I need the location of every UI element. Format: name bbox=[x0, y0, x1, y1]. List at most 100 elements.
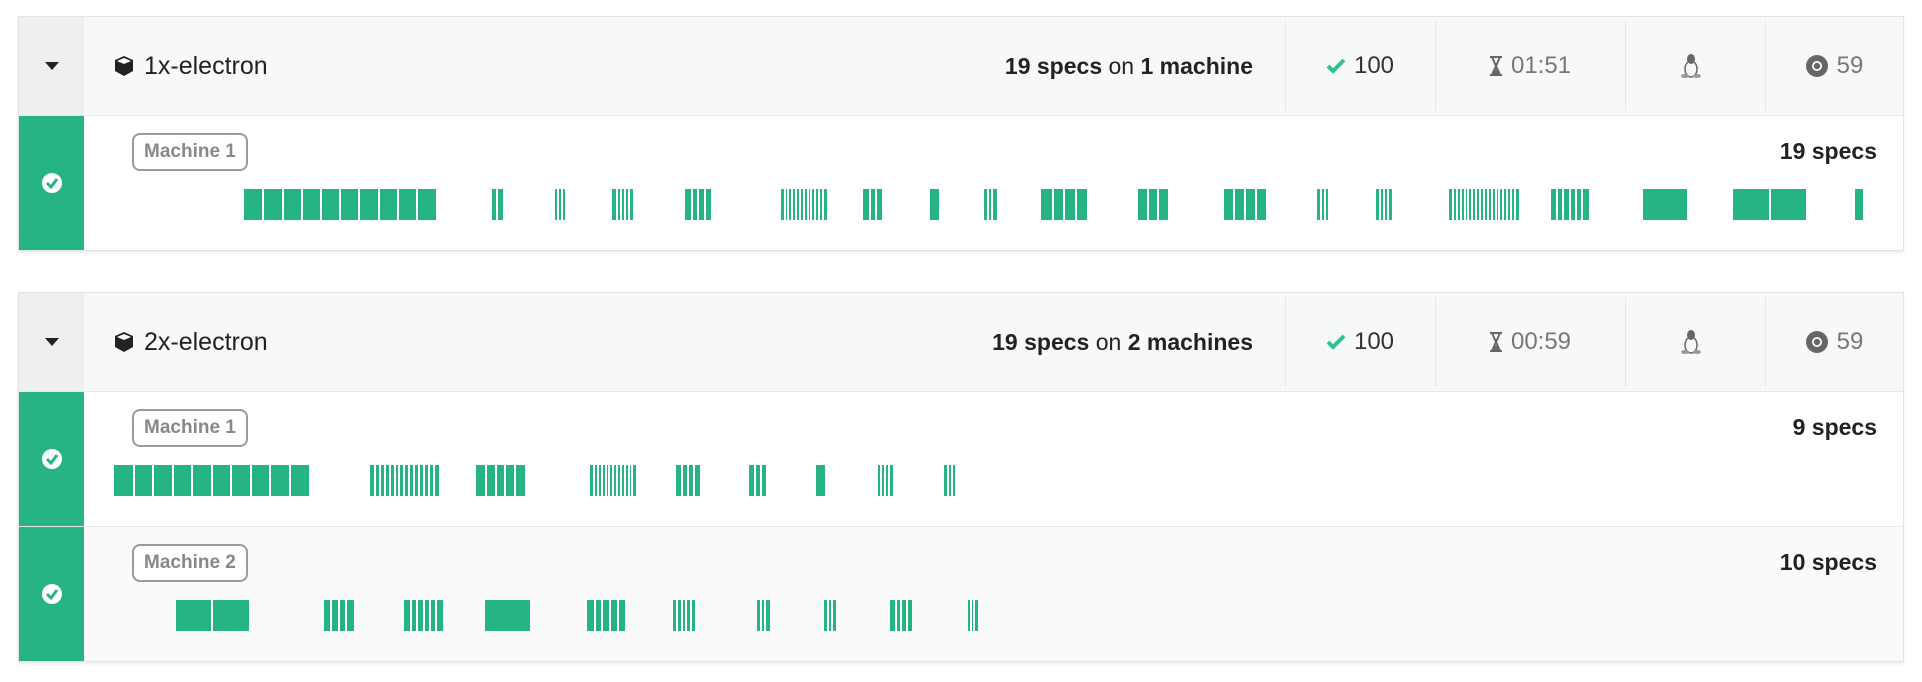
test-divider bbox=[806, 189, 809, 220]
test-divider bbox=[631, 465, 634, 496]
run-summary: 19 specs on 1 machine bbox=[1005, 53, 1253, 80]
spec-bar[interactable] bbox=[748, 465, 767, 496]
test-divider bbox=[888, 465, 891, 496]
spec-bar[interactable] bbox=[404, 600, 443, 631]
spec-bar[interactable] bbox=[1317, 189, 1329, 220]
test-divider bbox=[1156, 189, 1159, 220]
test-divider bbox=[783, 189, 786, 220]
test-divider bbox=[818, 189, 821, 220]
test-divider bbox=[821, 189, 824, 220]
passed-status-indicator bbox=[19, 527, 84, 661]
spec-bar[interactable] bbox=[1448, 189, 1519, 220]
spec-bar[interactable] bbox=[587, 600, 626, 631]
spec-bar[interactable] bbox=[929, 189, 940, 220]
test-divider bbox=[1479, 189, 1482, 220]
test-divider bbox=[880, 465, 883, 496]
test-divider bbox=[619, 465, 622, 496]
spec-bar[interactable] bbox=[612, 189, 634, 220]
spec-bar[interactable] bbox=[675, 465, 700, 496]
check-circle-icon bbox=[41, 173, 62, 193]
os-stat bbox=[1625, 293, 1765, 391]
test-divider bbox=[814, 189, 817, 220]
spec-bar[interactable] bbox=[491, 189, 503, 220]
test-divider bbox=[593, 465, 596, 496]
run-title: 2x-electron bbox=[114, 328, 268, 357]
spec-bar[interactable] bbox=[175, 600, 249, 631]
test-divider bbox=[1510, 189, 1513, 220]
run-header[interactable]: 2x-electron 19 specs on 2 machines 100 0… bbox=[19, 293, 1903, 392]
spec-bar[interactable] bbox=[323, 600, 354, 631]
test-divider bbox=[378, 465, 381, 496]
spec-bar[interactable] bbox=[983, 189, 997, 220]
spec-bar[interactable] bbox=[877, 465, 894, 496]
spec-bar[interactable] bbox=[672, 600, 695, 631]
test-divider bbox=[388, 465, 391, 496]
spec-bar[interactable] bbox=[1642, 189, 1688, 220]
spec-bar[interactable] bbox=[1223, 189, 1267, 220]
spec-bar[interactable] bbox=[756, 600, 770, 631]
browser-stat: 59 bbox=[1765, 17, 1903, 115]
spec-bar[interactable] bbox=[1855, 189, 1864, 220]
test-divider bbox=[616, 600, 619, 631]
test-divider bbox=[703, 189, 706, 220]
test-divider bbox=[608, 465, 611, 496]
test-divider bbox=[396, 189, 399, 220]
spec-bar[interactable] bbox=[944, 465, 956, 496]
test-divider bbox=[615, 189, 618, 220]
spec-bar[interactable] bbox=[555, 189, 565, 220]
test-divider bbox=[377, 189, 380, 220]
run-panel-1x-electron: 1x-electron 19 specs on 1 machine 100 01… bbox=[18, 16, 1904, 251]
test-divider bbox=[398, 465, 401, 496]
test-divider bbox=[416, 189, 419, 220]
test-divider bbox=[627, 465, 630, 496]
spec-bar[interactable] bbox=[1375, 189, 1392, 220]
spec-bar[interactable] bbox=[1041, 189, 1088, 220]
spec-bar[interactable] bbox=[244, 189, 437, 220]
test-divider bbox=[1562, 189, 1565, 220]
test-divider bbox=[210, 465, 213, 496]
spec-bar[interactable] bbox=[815, 465, 826, 496]
spec-bar[interactable] bbox=[1137, 189, 1169, 220]
test-divider bbox=[1502, 189, 1505, 220]
spec-bar[interactable] bbox=[369, 465, 440, 496]
linux-icon bbox=[1681, 330, 1701, 354]
test-divider bbox=[1768, 189, 1771, 220]
spec-bar[interactable] bbox=[863, 189, 883, 220]
collapse-toggle[interactable] bbox=[19, 17, 84, 115]
spec-bar[interactable] bbox=[590, 465, 637, 496]
spec-bar[interactable] bbox=[485, 600, 530, 631]
spec-bar[interactable] bbox=[823, 600, 837, 631]
spec-bar[interactable] bbox=[475, 465, 526, 496]
machine-spec-count: 9 specs bbox=[1792, 414, 1877, 440]
test-divider bbox=[1319, 189, 1322, 220]
test-divider bbox=[764, 600, 767, 631]
test-divider bbox=[608, 600, 611, 631]
test-divider bbox=[418, 465, 421, 496]
test-divider bbox=[1455, 189, 1458, 220]
test-divider bbox=[1451, 189, 1454, 220]
machine-row: Machine 1 9 specs bbox=[19, 392, 1903, 527]
spec-bar[interactable] bbox=[685, 189, 711, 220]
duration-value: 01:51 bbox=[1510, 52, 1572, 79]
test-divider bbox=[604, 465, 607, 496]
spec-bar[interactable] bbox=[1733, 189, 1807, 220]
run-header[interactable]: 1x-electron 19 specs on 1 machine 100 01… bbox=[19, 17, 1903, 116]
machine-badge: Machine 2 bbox=[132, 544, 248, 582]
spec-bar[interactable] bbox=[114, 465, 310, 496]
test-divider bbox=[1051, 189, 1054, 220]
test-divider bbox=[413, 465, 416, 496]
spec-bar[interactable] bbox=[968, 600, 978, 631]
spec-bar[interactable] bbox=[780, 189, 827, 220]
test-divider bbox=[1581, 189, 1584, 220]
test-divider bbox=[1494, 189, 1497, 220]
run-name: 1x-electron bbox=[144, 51, 268, 80]
test-divider bbox=[262, 189, 265, 220]
test-divider bbox=[300, 189, 303, 220]
spec-bar[interactable] bbox=[890, 600, 913, 631]
test-divider bbox=[900, 600, 903, 631]
chrome-icon bbox=[1805, 331, 1828, 353]
cube-icon bbox=[115, 56, 133, 76]
spec-bar[interactable] bbox=[1550, 189, 1589, 220]
summary-specs: 19 specs bbox=[992, 328, 1090, 355]
collapse-toggle[interactable] bbox=[19, 293, 84, 391]
